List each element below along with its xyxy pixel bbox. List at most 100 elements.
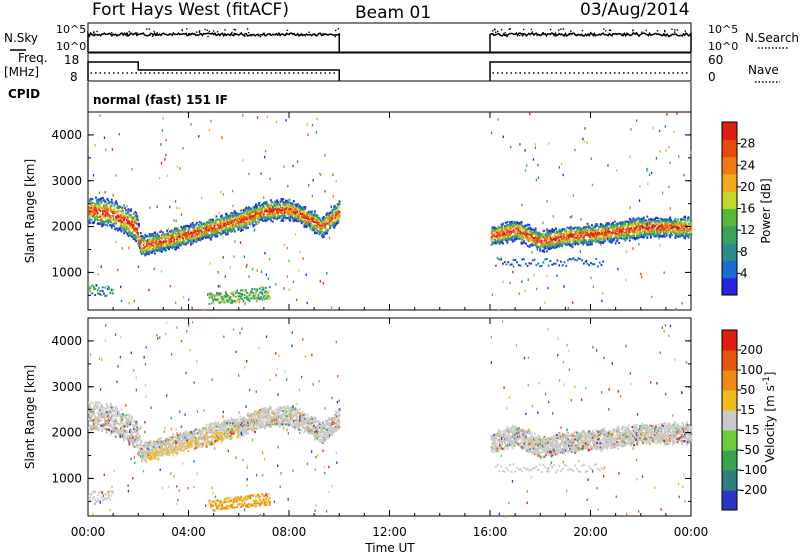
echo-pixel bbox=[168, 239, 170, 242]
echo-pixel bbox=[641, 221, 643, 224]
echo-pixel bbox=[224, 229, 227, 232]
echo-pixel bbox=[299, 217, 301, 220]
echo-pixel bbox=[125, 209, 128, 212]
echo-pixel bbox=[122, 210, 125, 213]
echo-pixel bbox=[229, 292, 232, 295]
echo-pixel bbox=[338, 211, 341, 214]
echo-pixel bbox=[503, 260, 506, 263]
echo-pixel bbox=[132, 224, 135, 227]
echo-pixel bbox=[677, 235, 679, 238]
echo-pixel bbox=[241, 224, 244, 227]
echo-pixel bbox=[605, 225, 608, 228]
echo-pixel bbox=[216, 222, 219, 225]
echo-pixel bbox=[135, 212, 138, 215]
echo-pixel bbox=[504, 227, 507, 230]
echo-pixel bbox=[232, 290, 235, 293]
echo-pixel bbox=[307, 210, 310, 213]
echo-pixel bbox=[103, 210, 106, 213]
echo-pixel bbox=[642, 216, 645, 219]
echo-pixel bbox=[226, 298, 228, 301]
echo-pixel bbox=[325, 231, 328, 234]
echo-pixel bbox=[102, 214, 105, 217]
echo-pixel bbox=[211, 222, 214, 225]
echo-pixel bbox=[149, 241, 152, 244]
echo-pixel bbox=[170, 237, 173, 240]
echo-pixel bbox=[621, 230, 624, 233]
echo-pixel bbox=[241, 225, 243, 228]
echo-pixel bbox=[94, 211, 96, 214]
echo-pixel bbox=[208, 229, 211, 232]
nsearch-point bbox=[146, 28, 148, 30]
echo-pixel bbox=[261, 218, 264, 221]
echo-pixel bbox=[543, 250, 546, 253]
echo-pixel bbox=[492, 234, 495, 237]
echo-pixel bbox=[136, 216, 139, 219]
echo-pixel bbox=[219, 219, 222, 222]
echo-pixel bbox=[122, 228, 125, 231]
echo-pixel bbox=[135, 240, 138, 243]
echo-pixel bbox=[498, 242, 501, 245]
nsearch-point bbox=[250, 35, 252, 37]
freq-panel-frame bbox=[87, 52, 692, 82]
echo-pixel bbox=[509, 222, 512, 225]
echo-pixel bbox=[200, 223, 203, 226]
echo-pixel bbox=[518, 235, 521, 238]
station-title: Fort Hays West (fitACF) bbox=[92, 0, 289, 20]
echo-pixel bbox=[601, 240, 604, 243]
echo-pixel bbox=[238, 298, 241, 301]
nsearch-point bbox=[216, 31, 219, 33]
echo-pixel bbox=[216, 293, 218, 296]
echo-pixel bbox=[540, 239, 543, 242]
nsearch-point bbox=[608, 29, 611, 31]
echo-pixel bbox=[642, 235, 645, 238]
echo-pixel bbox=[530, 239, 533, 242]
nsearch-point bbox=[558, 29, 560, 31]
echo-pixel bbox=[490, 238, 493, 241]
echo-pixel bbox=[626, 237, 628, 240]
echo-pixel bbox=[582, 230, 585, 233]
nsearch-point bbox=[521, 33, 524, 35]
echo-pixel bbox=[236, 299, 239, 302]
echo-pixel bbox=[136, 215, 139, 218]
echo-pixel bbox=[180, 230, 183, 233]
echo-pixel bbox=[159, 231, 162, 234]
echo-pixel bbox=[191, 223, 194, 226]
echo-pixel bbox=[506, 229, 509, 232]
echo-pixel bbox=[119, 206, 122, 209]
echo-pixel bbox=[246, 211, 249, 214]
echo-pixel bbox=[552, 244, 555, 247]
echo-pixel bbox=[245, 291, 247, 294]
echo-pixel bbox=[251, 291, 254, 294]
nsearch-point bbox=[519, 34, 521, 37]
echo-pixel bbox=[648, 226, 650, 229]
echo-pixel bbox=[608, 223, 611, 226]
echo-pixel bbox=[249, 212, 252, 215]
echo-pixel bbox=[591, 236, 594, 239]
nsearch-point bbox=[615, 33, 617, 35]
nsearch-point bbox=[516, 33, 518, 36]
echo-pixel bbox=[618, 237, 621, 240]
echo-pixel bbox=[184, 225, 187, 228]
echo-pixel bbox=[247, 222, 249, 225]
nsearch-point bbox=[558, 32, 560, 35]
echo-pixel bbox=[248, 208, 250, 211]
echo-pixel bbox=[615, 236, 618, 239]
echo-pixel bbox=[498, 233, 501, 236]
echo-pixel bbox=[550, 231, 553, 234]
echo-pixel bbox=[569, 240, 571, 243]
echo-pixel bbox=[233, 228, 235, 231]
echo-pixel bbox=[590, 229, 592, 232]
echo-pixel bbox=[556, 240, 559, 243]
echo-pixel bbox=[296, 204, 299, 207]
nsky-line-0 bbox=[87, 30, 340, 52]
echo-pixel bbox=[335, 223, 337, 226]
echo-pixel bbox=[684, 237, 687, 240]
echo-pixel bbox=[113, 222, 116, 225]
echo-pixel bbox=[269, 206, 271, 209]
echo-pixel bbox=[602, 242, 605, 245]
nsky-tick-low: 10^0 bbox=[56, 40, 86, 53]
echo-pixel bbox=[597, 235, 599, 238]
echo-pixel bbox=[213, 298, 216, 301]
echo-pixel bbox=[90, 207, 93, 210]
